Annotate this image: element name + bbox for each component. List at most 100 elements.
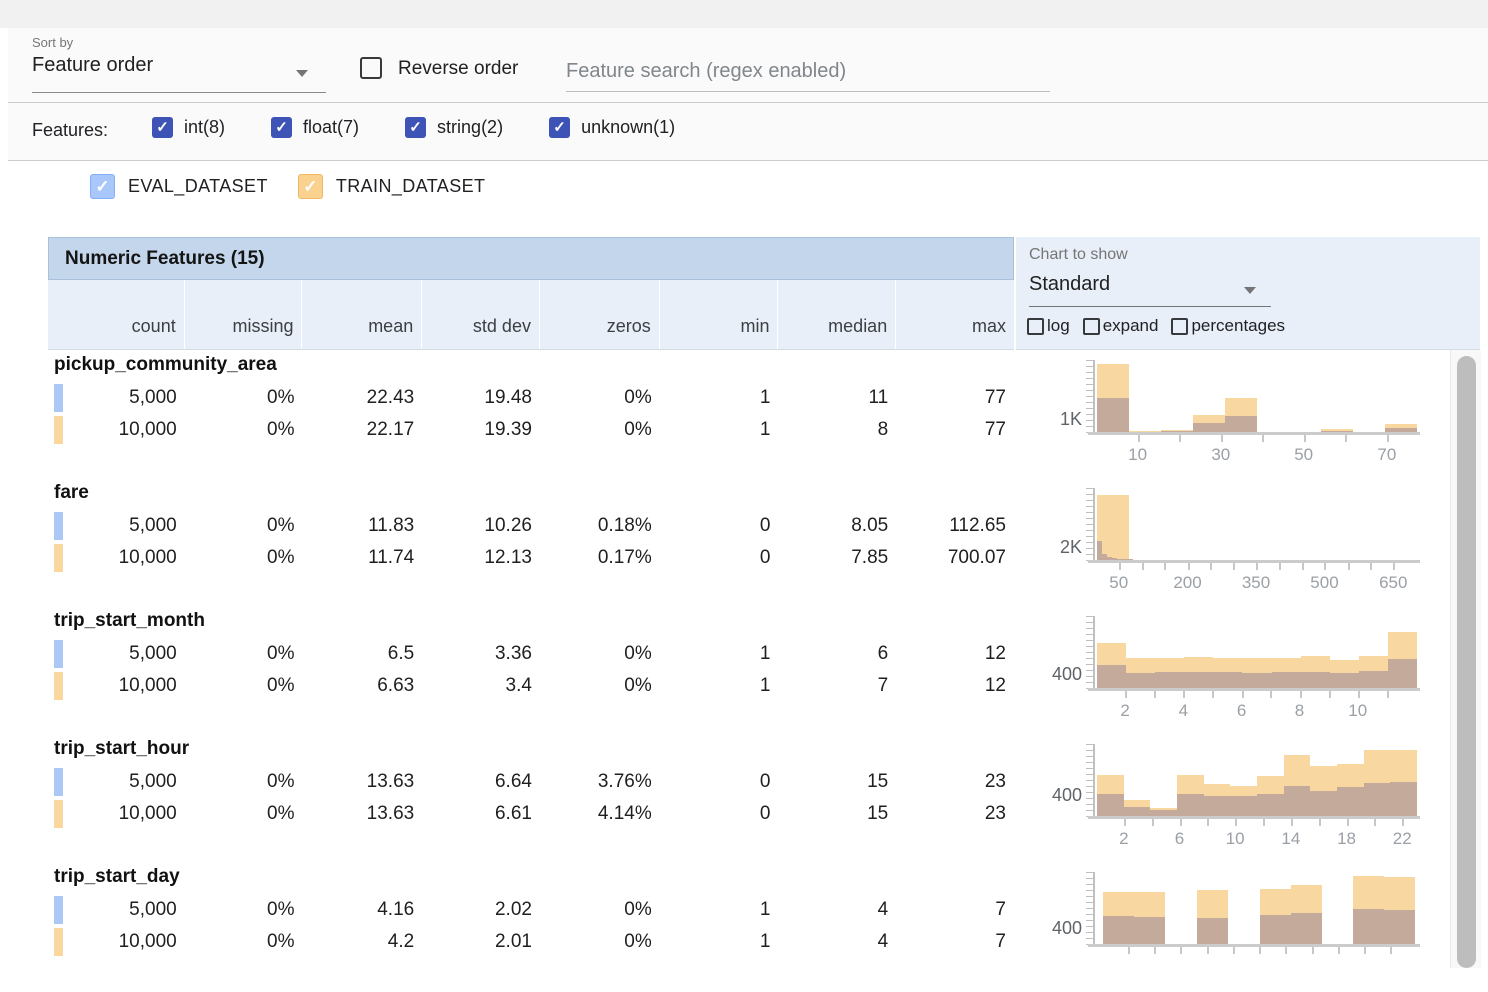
cell-median: 7.85 [778, 542, 896, 574]
scrollbar-thumb[interactable] [1457, 356, 1476, 968]
x-axis-tick [1285, 947, 1287, 954]
column-header-max[interactable]: max [896, 280, 1014, 349]
x-axis-tick [1393, 563, 1395, 570]
x-axis-tick [1358, 691, 1360, 698]
x-axis-tick [1207, 947, 1209, 954]
plot-area [1097, 744, 1417, 816]
eval-bar [1359, 671, 1388, 688]
x-axis-tick [1119, 563, 1121, 570]
eval-bar [1230, 796, 1257, 816]
x-axis-tick [1390, 947, 1392, 954]
column-header-mean[interactable]: mean [302, 280, 422, 349]
cell-median: 8 [778, 414, 896, 446]
cell-count: 10,000 [48, 926, 185, 958]
feature-type-filter-float[interactable]: ✓float(7) [271, 117, 359, 138]
checkbox-checked-icon[interactable]: ✓ [271, 117, 292, 138]
column-header-count[interactable]: count [48, 280, 185, 349]
sort-by-underline [32, 92, 326, 93]
x-axis-tick [1374, 819, 1376, 826]
checkbox-checked-icon[interactable]: ✓ [298, 174, 323, 199]
y-axis-label: 400 [1030, 785, 1082, 806]
y-axis-ticks [1086, 360, 1095, 433]
column-header-min[interactable]: min [660, 280, 779, 349]
cell-max: 23 [896, 798, 1014, 830]
chart-options: log expand percentages [1027, 316, 1285, 336]
chart-type-select[interactable]: Standard [1029, 273, 1110, 296]
sort-by-select[interactable]: Feature order [32, 54, 153, 77]
column-header-zeros[interactable]: zeros [540, 280, 660, 349]
column-header-std-dev[interactable]: std dev [422, 280, 540, 349]
reverse-order-checkbox[interactable] [360, 57, 382, 79]
checkbox-checked-icon[interactable]: ✓ [90, 174, 115, 199]
checkbox-unchecked-icon[interactable] [1083, 318, 1100, 335]
checkbox-checked-icon[interactable]: ✓ [405, 117, 426, 138]
column-header-median[interactable]: median [778, 280, 896, 349]
eval-bar [1193, 423, 1225, 432]
cell-zeros: 0% [540, 638, 660, 670]
dataset-label: TRAIN_DATASET [336, 176, 486, 197]
cell-mean: 11.74 [302, 542, 422, 574]
dataset-color-swatch-train [54, 544, 63, 572]
x-axis-tick [1154, 947, 1156, 954]
scrollbar-track[interactable] [1450, 350, 1481, 968]
cell-zeros: 0% [540, 414, 660, 446]
x-axis-tick-label: 500 [1310, 573, 1338, 593]
chart-option-percentages[interactable]: percentages [1171, 316, 1285, 336]
x-axis-tick [1312, 947, 1314, 954]
x-axis-tick [1270, 691, 1272, 698]
feature-type-filter-string[interactable]: ✓string(2) [405, 117, 503, 138]
cell-count: 5,000 [48, 766, 185, 798]
cell-count: 10,000 [48, 414, 185, 446]
eval-bar [1204, 796, 1231, 816]
eval-bar [1291, 913, 1322, 944]
cell-zeros: 0% [540, 670, 660, 702]
cell-median: 7 [778, 670, 896, 702]
dataset-toggle-eval[interactable]: ✓EVAL_DATASET [90, 174, 268, 199]
x-axis-tick-label: 10 [1128, 445, 1147, 465]
eval-bar [1097, 665, 1126, 688]
checkbox-unchecked-icon[interactable] [1027, 318, 1044, 335]
x-axis-tick-label: 50 [1109, 573, 1128, 593]
x-axis-tick [1183, 691, 1185, 698]
x-axis [1088, 816, 1420, 819]
cell-mean: 4.16 [302, 894, 422, 926]
cell-max: 77 [896, 414, 1014, 446]
cell-std-dev: 3.36 [422, 638, 540, 670]
plot-area [1097, 616, 1417, 688]
feature-type-filter-int[interactable]: ✓ int(8) [152, 117, 225, 138]
feature-type-filter-label: int(8) [184, 117, 225, 138]
chart-option-log[interactable]: log [1027, 316, 1070, 336]
cell-median: 11 [778, 382, 896, 414]
x-axis-tick-label: 10 [1226, 829, 1245, 849]
feature-search-input[interactable] [566, 52, 1050, 92]
dataset-toggle-train[interactable]: ✓ TRAIN_DATASET [298, 174, 486, 199]
y-axis-ticks [1086, 488, 1095, 561]
dataset-color-swatch-train [54, 416, 63, 444]
feature-type-filter-unknown[interactable]: ✓unknown(1) [549, 117, 675, 138]
x-axis-tick [1154, 691, 1156, 698]
checkbox-checked-icon[interactable]: ✓ [152, 117, 173, 138]
x-axis-tick [1235, 819, 1237, 826]
checkbox-unchecked-icon[interactable] [1171, 318, 1188, 335]
cell-min: 1 [660, 926, 779, 958]
column-header-missing[interactable]: missing [185, 280, 303, 349]
y-axis-ticks [1086, 872, 1095, 945]
dataset-color-swatch-eval [54, 640, 63, 668]
chart-option-expand[interactable]: expand [1083, 316, 1159, 336]
x-axis-tick [1233, 947, 1235, 954]
chevron-down-icon[interactable] [296, 70, 308, 77]
checkbox-checked-icon[interactable]: ✓ [549, 117, 570, 138]
cell-zeros: 0.18% [540, 510, 660, 542]
cell-missing: 0% [185, 766, 303, 798]
cell-missing: 0% [185, 542, 303, 574]
x-axis-tick [1242, 691, 1244, 698]
chevron-down-icon[interactable] [1244, 287, 1256, 294]
numeric-features-banner: Numeric Features (15) [48, 237, 1014, 280]
dataset-color-swatch-eval [54, 384, 63, 412]
